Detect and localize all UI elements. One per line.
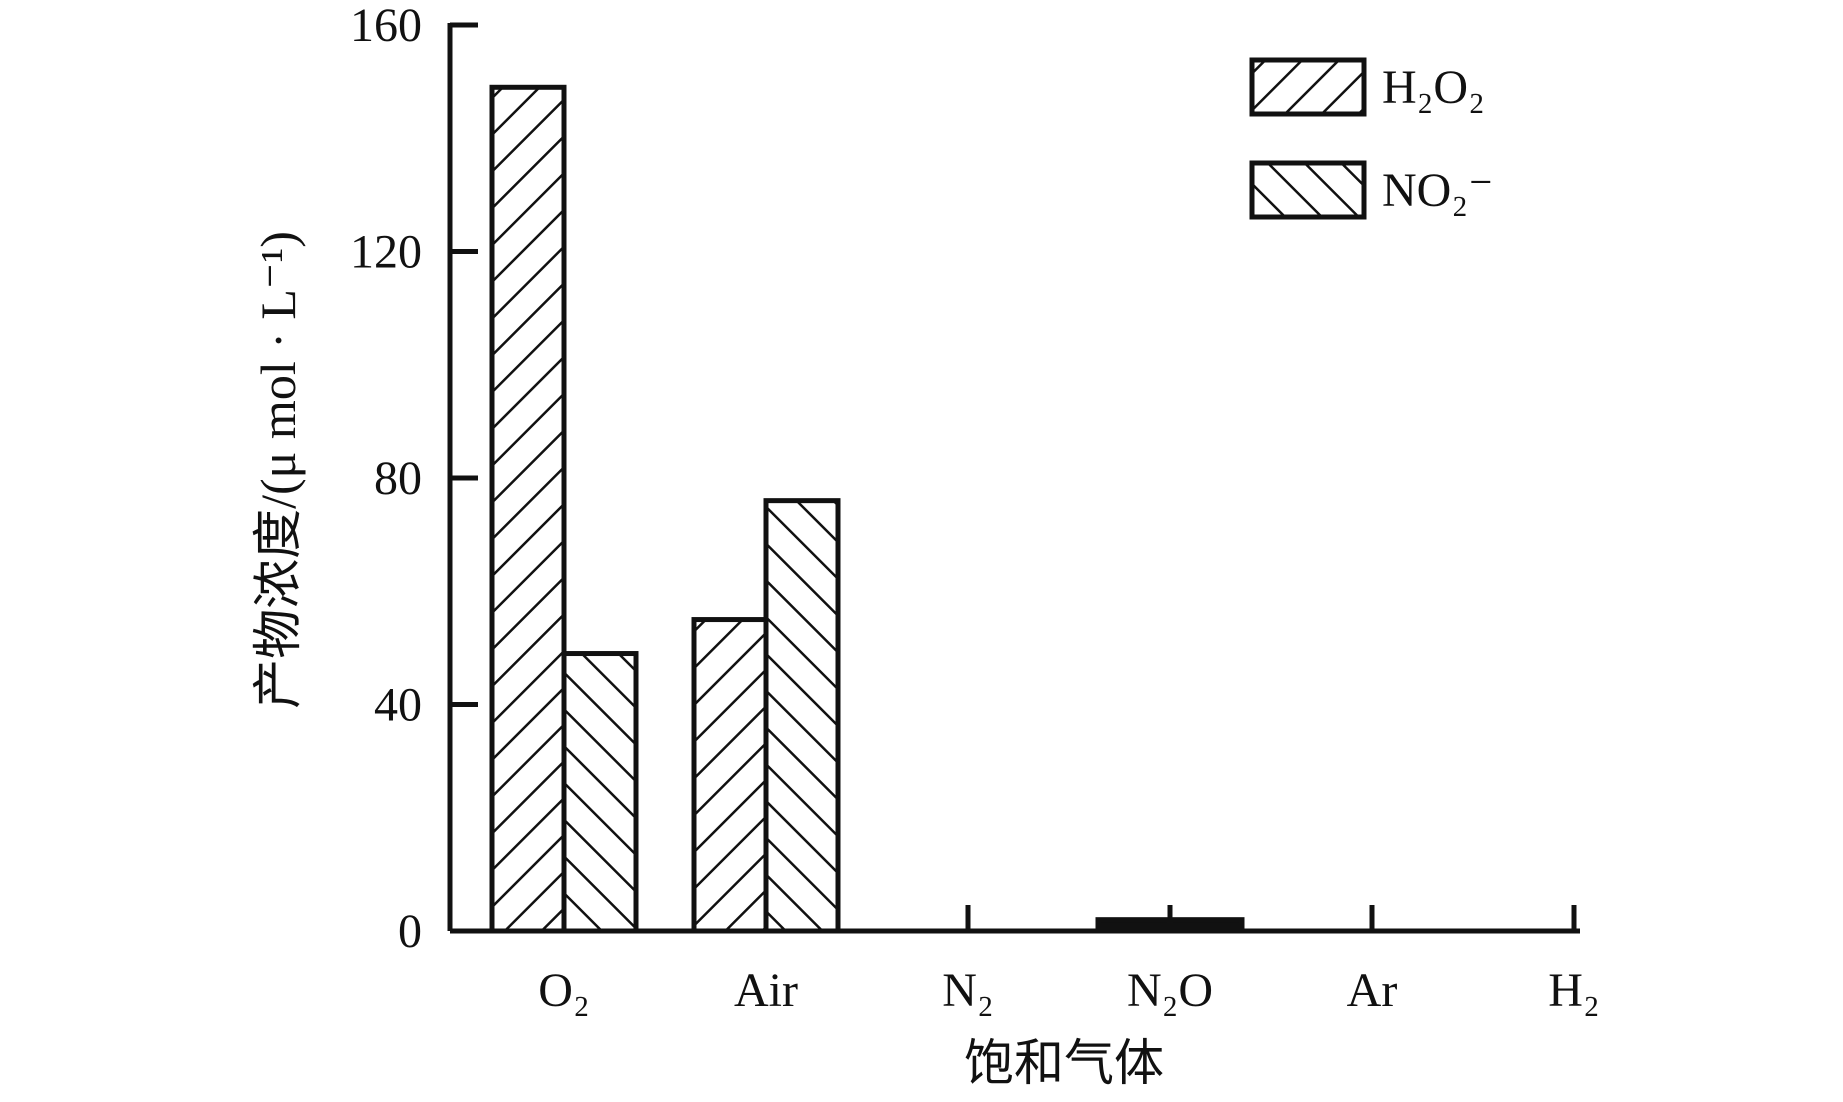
x-tick-label: N₂O xyxy=(1127,964,1213,1017)
x-tick-label: Ar xyxy=(1347,964,1398,1017)
y-tick-label: 80 xyxy=(374,452,422,505)
x-tick-label: H₂ xyxy=(1548,964,1599,1017)
legend-label-h2o2: H₂O₂ xyxy=(1382,61,1485,114)
legend-swatch-h2o2 xyxy=(1249,57,1367,117)
x-tick-label: Air xyxy=(734,964,798,1017)
bar-no2-1 xyxy=(763,498,841,934)
x-axis-title: 饱和气体 xyxy=(964,1035,1164,1091)
x-tick-label: O₂ xyxy=(538,964,589,1017)
y-tick-label: 160 xyxy=(350,0,422,52)
bar-no2-0 xyxy=(561,651,639,934)
bars-group xyxy=(489,84,1245,934)
y-tick-label: 40 xyxy=(374,679,422,732)
legend-label-no2: NO₂⁻ xyxy=(1382,164,1493,217)
y-ticks-group: 0 40 80 120 160 xyxy=(350,0,478,958)
y-axis-title: 产物浓度/(μ mol · L⁻¹) xyxy=(250,231,306,709)
x-tick-label: N₂ xyxy=(942,964,993,1017)
bar-h2o2-1 xyxy=(691,617,769,934)
legend: H₂O₂ NO₂⁻ xyxy=(1249,57,1493,220)
y-tick-label: 120 xyxy=(350,226,422,279)
x-ticks-group: O₂ Air N₂ N₂O Ar H₂ xyxy=(538,905,1600,1017)
legend-swatch-no2 xyxy=(1249,160,1367,220)
y-tick-label: 0 xyxy=(398,905,422,958)
bar-h2o2-0 xyxy=(489,84,567,934)
